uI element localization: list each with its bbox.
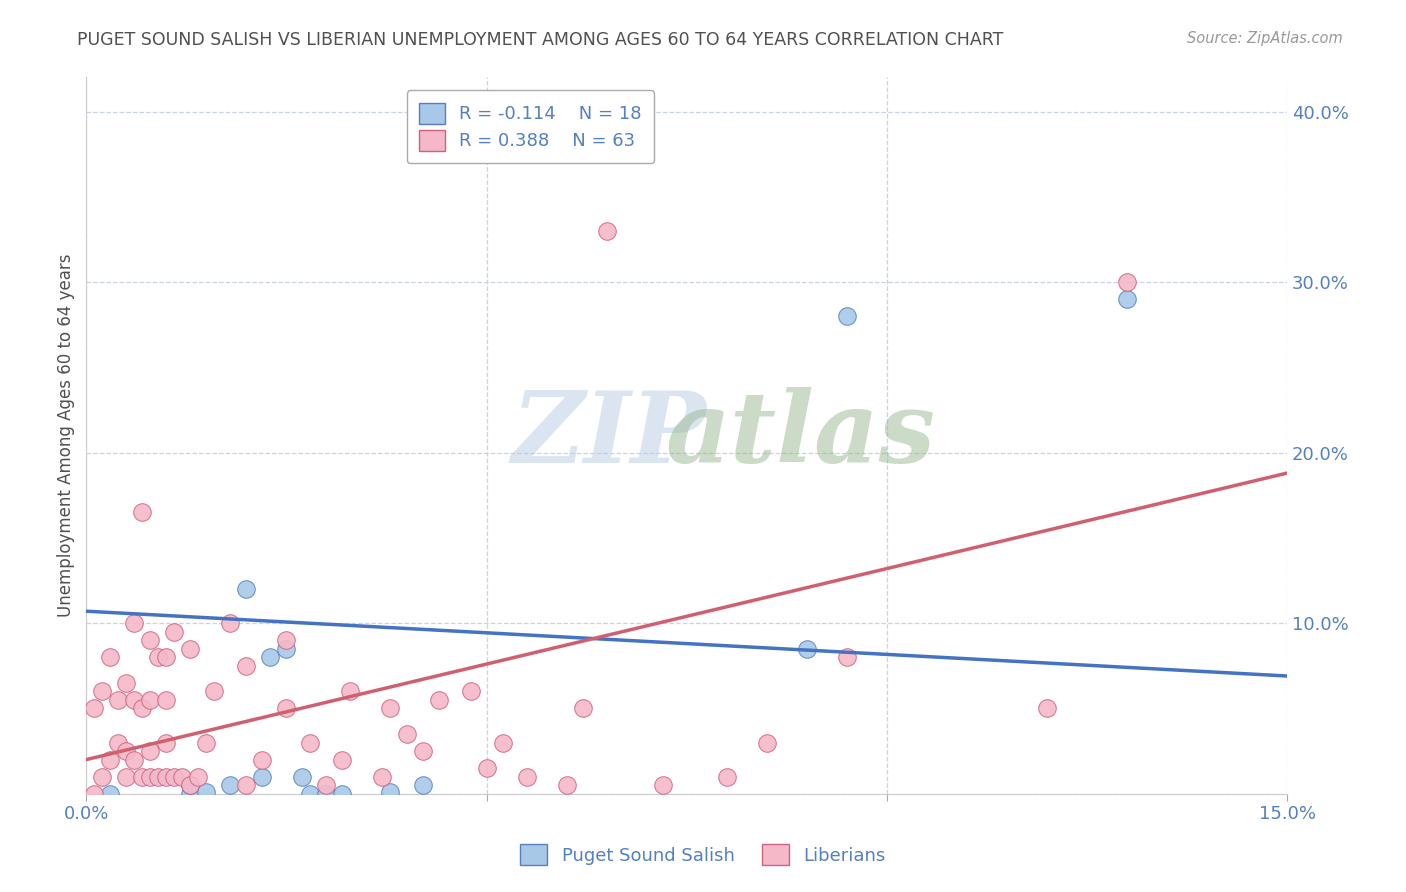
Point xyxy=(155,693,177,707)
Point xyxy=(380,785,402,799)
Point xyxy=(412,744,434,758)
Text: Source: ZipAtlas.com: Source: ZipAtlas.com xyxy=(1187,31,1343,46)
Point xyxy=(651,778,673,792)
Point xyxy=(219,616,242,631)
Point xyxy=(131,770,153,784)
Point xyxy=(98,753,121,767)
Legend: R = -0.114    N = 18, R = 0.388    N = 63: R = -0.114 N = 18, R = 0.388 N = 63 xyxy=(406,90,654,163)
Point xyxy=(276,641,298,656)
Point xyxy=(299,735,322,749)
Point xyxy=(259,650,281,665)
Point xyxy=(172,770,194,784)
Point xyxy=(107,735,129,749)
Point xyxy=(252,753,274,767)
Point xyxy=(595,224,617,238)
Point xyxy=(332,787,354,801)
Point xyxy=(427,693,450,707)
Point xyxy=(475,761,498,775)
Point xyxy=(139,770,162,784)
Point xyxy=(98,650,121,665)
Point xyxy=(371,770,394,784)
Point xyxy=(835,309,858,323)
Point xyxy=(235,582,257,596)
Point xyxy=(555,778,578,792)
Point xyxy=(315,778,337,792)
Point xyxy=(83,701,105,715)
Point xyxy=(195,735,218,749)
Point xyxy=(276,701,298,715)
Point xyxy=(380,701,402,715)
Point xyxy=(91,684,114,698)
Text: atlas: atlas xyxy=(666,387,936,483)
Y-axis label: Unemployment Among Ages 60 to 64 years: Unemployment Among Ages 60 to 64 years xyxy=(58,254,75,617)
Point xyxy=(835,650,858,665)
Point xyxy=(179,787,201,801)
Point xyxy=(124,693,146,707)
Point xyxy=(571,701,593,715)
Point xyxy=(148,770,170,784)
Point xyxy=(291,770,314,784)
Point xyxy=(332,753,354,767)
Point xyxy=(179,641,201,656)
Point xyxy=(83,787,105,801)
Point xyxy=(516,770,538,784)
Point xyxy=(202,684,225,698)
Point xyxy=(139,633,162,648)
Point xyxy=(491,735,513,749)
Point xyxy=(163,624,186,639)
Point xyxy=(395,727,418,741)
Point xyxy=(155,650,177,665)
Point xyxy=(131,701,153,715)
Point xyxy=(179,778,201,792)
Point xyxy=(91,770,114,784)
Point xyxy=(139,693,162,707)
Point xyxy=(1036,701,1059,715)
Legend: Puget Sound Salish, Liberians: Puget Sound Salish, Liberians xyxy=(513,837,893,872)
Point xyxy=(235,778,257,792)
Point xyxy=(339,684,361,698)
Point xyxy=(115,744,138,758)
Text: PUGET SOUND SALISH VS LIBERIAN UNEMPLOYMENT AMONG AGES 60 TO 64 YEARS CORRELATIO: PUGET SOUND SALISH VS LIBERIAN UNEMPLOYM… xyxy=(77,31,1004,49)
Point xyxy=(195,785,218,799)
Point xyxy=(179,778,201,792)
Point xyxy=(155,735,177,749)
Point xyxy=(412,778,434,792)
Point xyxy=(716,770,738,784)
Point xyxy=(219,778,242,792)
Point xyxy=(148,650,170,665)
Point xyxy=(187,770,209,784)
Point xyxy=(163,770,186,784)
Point xyxy=(124,616,146,631)
Point xyxy=(1116,275,1139,289)
Text: ZIP: ZIP xyxy=(512,387,706,483)
Point xyxy=(796,641,818,656)
Point xyxy=(107,693,129,707)
Point xyxy=(755,735,778,749)
Point xyxy=(131,505,153,519)
Point xyxy=(460,684,482,698)
Point xyxy=(276,633,298,648)
Point xyxy=(252,770,274,784)
Point xyxy=(115,676,138,690)
Point xyxy=(315,787,337,801)
Point xyxy=(1116,292,1139,306)
Point xyxy=(98,787,121,801)
Point xyxy=(124,753,146,767)
Point xyxy=(155,770,177,784)
Point xyxy=(299,787,322,801)
Point xyxy=(139,744,162,758)
Point xyxy=(115,770,138,784)
Point xyxy=(235,658,257,673)
